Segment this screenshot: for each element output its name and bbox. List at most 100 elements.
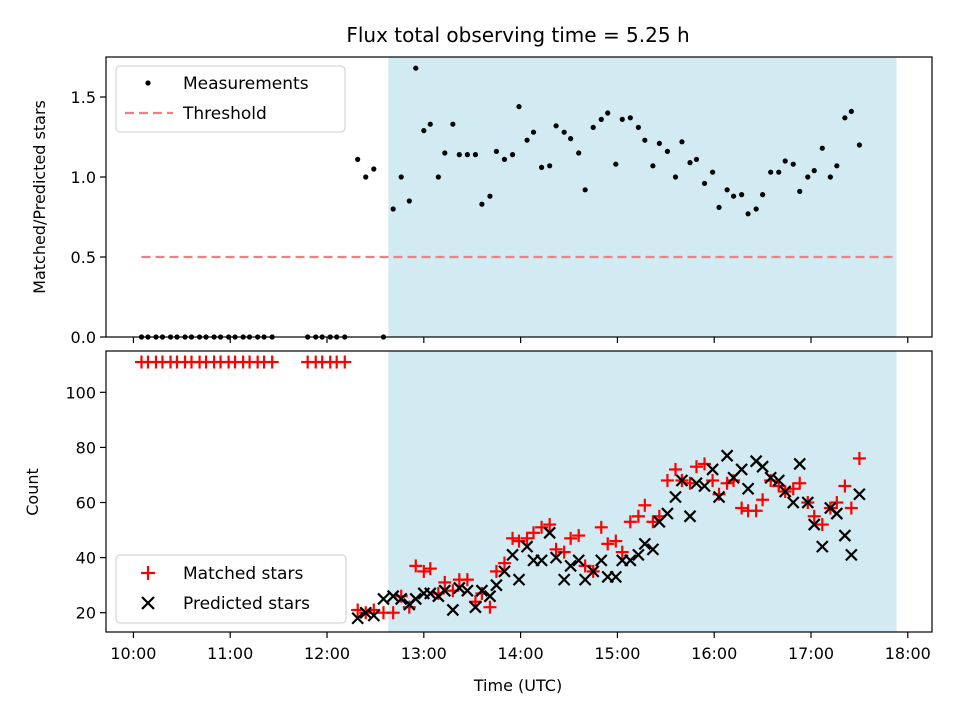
measurement-point: [768, 169, 774, 175]
measurement-point: [805, 174, 811, 180]
bottom-legend-box: [115, 554, 347, 624]
matched-star-marker: [520, 531, 534, 545]
predicted-star-marker: [409, 592, 423, 606]
matched-star-marker: [764, 473, 778, 487]
top-y-tick-label: 0.0: [71, 328, 96, 347]
measurement-point: [856, 142, 863, 148]
measurement-point: [776, 169, 782, 175]
measurement-point: [576, 150, 582, 156]
matched-star-marker: [489, 564, 503, 578]
measurement-point: [427, 121, 433, 127]
predicted-star-marker: [535, 554, 548, 567]
predicted-star-marker: [446, 603, 460, 617]
predicted-star-marker: [793, 457, 806, 471]
measurement-point: [479, 201, 485, 207]
predicted-star-marker: [543, 526, 556, 540]
predicted-star-marker: [712, 490, 726, 504]
measurement-point: [811, 168, 817, 174]
matched-star-marker: [601, 537, 615, 551]
predicted-star-marker: [638, 537, 652, 551]
measurement-point: [790, 161, 796, 167]
matched-star-marker: [609, 534, 623, 548]
measurement-point: [834, 163, 840, 169]
matched-star-marker: [698, 457, 712, 471]
x-tick-label: 12:00: [304, 644, 350, 663]
predicted-star-marker: [735, 463, 748, 476]
matched-star-marker: [506, 531, 520, 545]
legend-matched-marker: [141, 566, 155, 580]
predicted-star-marker: [807, 518, 821, 531]
matched-star-marker: [815, 518, 829, 532]
predicted-star-marker: [801, 496, 815, 509]
measurement-point: [797, 188, 803, 194]
legend-matched-label: Matched stars: [183, 564, 303, 584]
matched-star-marker: [483, 600, 497, 614]
measurement-point: [435, 174, 441, 180]
bottom-y-tick-label: 80: [76, 438, 96, 457]
bottom-panel-frame: [105, 350, 933, 633]
measurement-point: [371, 166, 377, 172]
x-tick-label: 18:00: [885, 644, 931, 663]
matched-star-marker: [638, 498, 652, 512]
matched-stars-points: [134, 355, 866, 620]
predicted-star-marker: [624, 554, 637, 567]
measurement-point: [568, 136, 574, 142]
predicted-star-marker: [564, 559, 577, 573]
predicted-star-marker: [386, 589, 400, 603]
measurement-point: [664, 148, 671, 154]
x-tick-label: 15:00: [594, 644, 640, 663]
predicted-star-marker: [572, 554, 585, 567]
measurement-point: [605, 110, 611, 116]
measurement-point: [760, 192, 766, 198]
bottom-y-tick-label: 60: [76, 494, 96, 513]
matched-star-marker: [512, 534, 526, 548]
measurement-point: [355, 156, 361, 162]
measurement-point: [745, 211, 751, 217]
matched-star-marker: [720, 476, 734, 490]
matched-star-marker: [706, 473, 720, 487]
measurement-point: [487, 193, 493, 199]
figure-title: Flux total observing time = 5.25 h: [346, 23, 689, 47]
predicted-star-marker: [756, 460, 769, 473]
matched-star-marker: [527, 526, 541, 540]
bottom-y-axis: 20 40 60 80 100: [65, 383, 106, 623]
predicted-star-marker: [853, 487, 866, 501]
predicted-star-marker: [772, 474, 786, 487]
matched-star-marker: [689, 460, 703, 474]
legend-measurements-label: Measurements: [183, 74, 309, 94]
measurement-points: [138, 65, 863, 340]
bottom-observing-span: [388, 351, 897, 632]
measurement-point: [842, 115, 848, 121]
top-panel: 0.0 0.5 1.0 1.5 Matched/Predicted stars Mea…: [30, 56, 933, 347]
matched-star-marker: [838, 479, 852, 493]
measurement-point: [442, 150, 448, 156]
matched-star-marker: [594, 520, 608, 534]
matched-star-marker: [749, 504, 763, 518]
predicted-star-marker: [490, 578, 503, 592]
predicted-star-marker: [557, 573, 571, 586]
predicted-star-marker: [838, 529, 852, 542]
bottom-y-tick-label: 20: [76, 604, 96, 623]
predicted-star-marker: [816, 540, 829, 553]
predicted-star-marker: [453, 581, 466, 595]
top-legend: Measurements Threshold: [115, 65, 346, 133]
x-axis-label: Time (UTC): [473, 676, 562, 695]
predicted-star-marker: [698, 479, 711, 493]
predicted-star-marker: [498, 565, 511, 578]
x-tick-label: 13:00: [401, 644, 447, 663]
bottom-legend: Matched stars Predicted stars: [115, 554, 347, 624]
matched-star-marker: [535, 520, 549, 534]
matched-star-marker: [543, 518, 557, 532]
legend-measurement-marker: [145, 80, 151, 86]
measurement-point: [619, 116, 625, 122]
top-observing-span: [388, 57, 897, 337]
predicted-star-marker: [609, 570, 623, 584]
predicted-star-marker: [377, 592, 390, 606]
matched-star-marker: [830, 496, 844, 510]
matched-star-marker: [668, 462, 682, 476]
matched-star-marker: [631, 509, 645, 523]
measurement-point: [613, 161, 619, 167]
measurement-point: [516, 104, 522, 110]
measurement-point: [627, 115, 633, 121]
matched-star-marker: [557, 545, 571, 559]
